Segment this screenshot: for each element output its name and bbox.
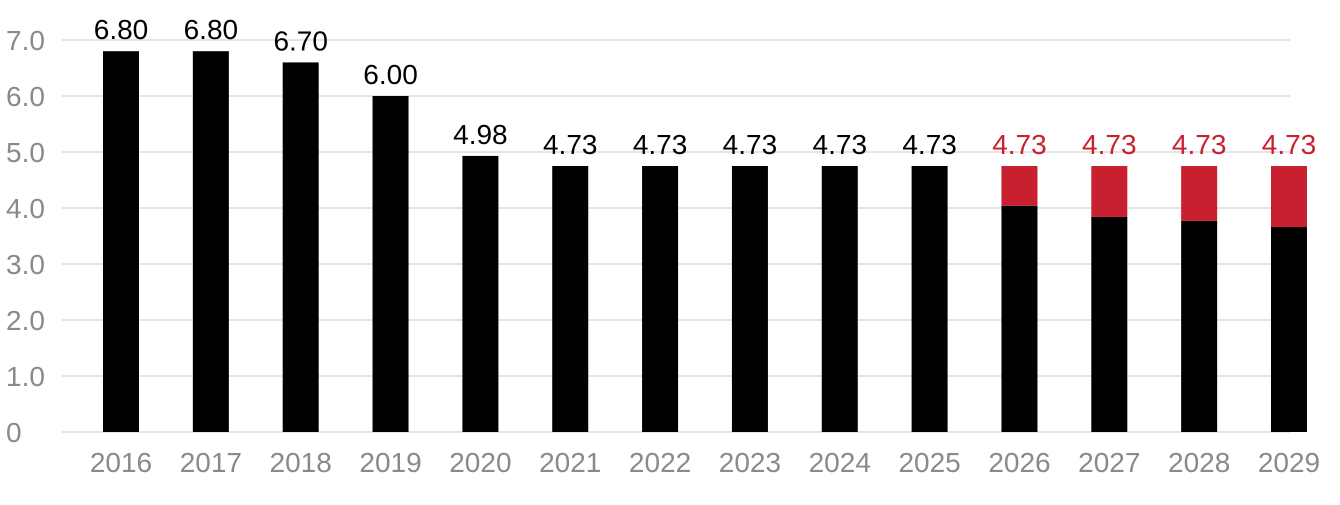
y-tick-label: 4.0: [6, 193, 45, 224]
bar-segment-top: [1181, 166, 1218, 221]
data-label: 4.73: [1172, 129, 1227, 160]
y-tick-label: 3.0: [6, 249, 45, 280]
x-tick-label: 2027: [1078, 447, 1140, 478]
bar-segment-base: [1181, 220, 1218, 432]
x-tick-label: 2018: [270, 447, 332, 478]
bar-segment-top: [1091, 166, 1128, 217]
bar-segment-base: [372, 96, 409, 432]
y-tick-label: 6.0: [6, 81, 45, 112]
data-label: 4.73: [723, 129, 778, 160]
bar-segment-base: [1091, 216, 1128, 432]
data-label: 6.70: [273, 25, 328, 56]
data-label: 4.73: [902, 129, 957, 160]
bars: [103, 51, 1307, 433]
x-tick-label: 2016: [90, 447, 152, 478]
bar-segment-base: [642, 166, 679, 432]
x-tick-label: 2026: [988, 447, 1050, 478]
data-label: 6.80: [184, 14, 239, 45]
data-label: 4.98: [453, 119, 508, 150]
x-tick-label: 2029: [1258, 447, 1320, 478]
y-tick-label: 5.0: [6, 137, 45, 168]
x-tick-label: 2028: [1168, 447, 1230, 478]
bar-segment-base: [821, 166, 858, 432]
x-tick-label: 2024: [809, 447, 871, 478]
y-tick-label: 7.0: [6, 25, 45, 56]
bar-segment-base: [282, 62, 319, 433]
bar-segment-base: [1271, 227, 1307, 432]
bar-segment-base: [1001, 205, 1038, 432]
bar-segment-base: [192, 51, 229, 432]
y-tick-label: 1.0: [6, 361, 45, 392]
data-label: 4.73: [633, 129, 688, 160]
bar-segment-top: [1001, 166, 1038, 206]
x-tick-label: 2023: [719, 447, 781, 478]
bar-segment-base: [911, 166, 948, 432]
data-label: 4.73: [1262, 129, 1317, 160]
y-axis-tick-labels: 0 1.0 2.0 3.0 4.0 5.0 6.0 7.0: [6, 25, 45, 448]
data-label: 4.73: [992, 129, 1047, 160]
bar-segment-base: [103, 51, 139, 432]
bar-segment-base: [731, 166, 768, 432]
y-tick-label: 2.0: [6, 305, 45, 336]
x-tick-label: 2022: [629, 447, 691, 478]
data-labels: 6.80 6.80 6.70 6.00 4.98 4.73 4.73 4.73 4.73 4.73…: [94, 14, 1317, 160]
x-tick-label: 2020: [449, 447, 511, 478]
bar-segment-top: [1271, 166, 1307, 228]
x-tick-label: 2021: [539, 447, 601, 478]
bar-segment-base: [552, 166, 589, 432]
data-label: 4.73: [813, 129, 868, 160]
x-tick-label: 2019: [359, 447, 421, 478]
data-label: 4.73: [1082, 129, 1137, 160]
data-label: 4.73: [543, 129, 598, 160]
bar-segment-base: [462, 155, 499, 433]
data-label: 6.00: [363, 59, 418, 90]
y-tick-label: 0: [6, 417, 22, 448]
x-tick-label: 2025: [898, 447, 960, 478]
x-tick-label: 2017: [180, 447, 242, 478]
data-label: 6.80: [94, 14, 149, 45]
x-axis-tick-labels: 2016 2017 2018 2019 2020 2021 2022 2023 2024 2025…: [90, 447, 1320, 478]
